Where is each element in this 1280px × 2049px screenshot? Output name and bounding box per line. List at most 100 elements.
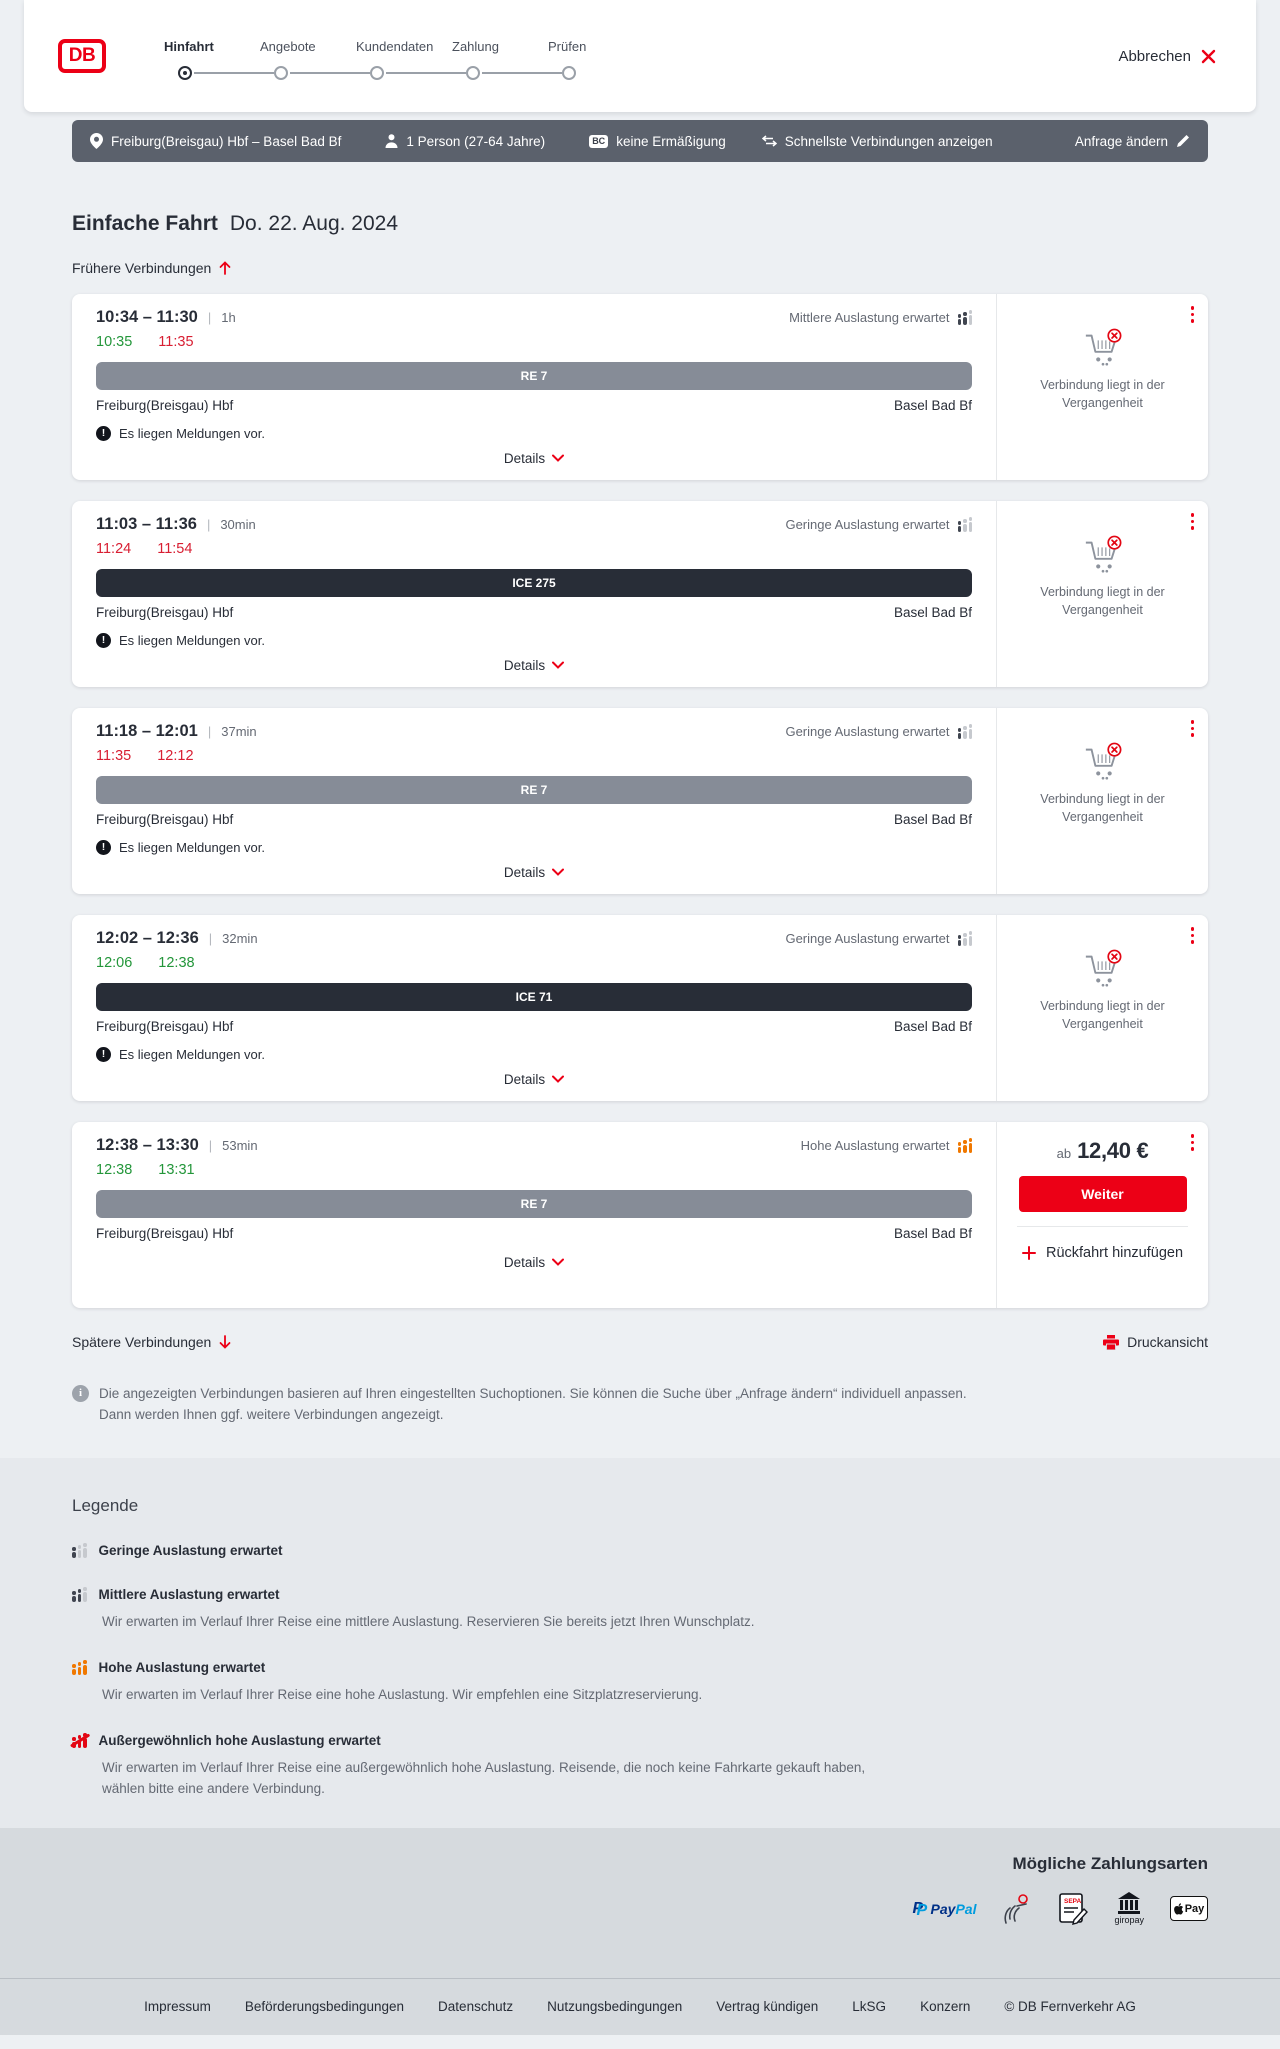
train-label: RE 7 — [520, 1197, 548, 1211]
connection-card: 11:03 – 11:36 | 30min Geringe Auslastung… — [72, 501, 1208, 687]
bahncard-icon: BC — [589, 134, 609, 148]
later-connections-label: Spätere Verbindungen — [72, 1334, 212, 1350]
connection-duration: 37min — [221, 724, 257, 739]
details-toggle[interactable]: Details — [96, 655, 972, 675]
stepper-step[interactable]: Prüfen — [548, 39, 644, 80]
footer-link[interactable]: © DB Fernverkehr AG — [1004, 1999, 1136, 2015]
train-segment-bar[interactable]: RE 7 — [96, 776, 972, 804]
change-request-label: Anfrage ändern — [1074, 133, 1168, 149]
cash-payment-icon — [1002, 1890, 1032, 1928]
footer-link[interactable]: LkSG — [852, 1999, 887, 2015]
realtime-departure: 12:38 — [96, 1162, 133, 1178]
page-footer: Impressum Beförderungsbedingungen Datens… — [0, 1977, 1280, 2035]
realtime-arrival: 11:35 — [158, 334, 194, 350]
stepper-step-dot — [466, 65, 480, 80]
stepper-step[interactable]: Zahlung — [452, 38, 562, 80]
connection-card: 10:34 – 11:30 | 1h Mittlere Auslastung e… — [72, 294, 1208, 480]
time-duration-separator: | — [206, 517, 211, 532]
train-segment-bar[interactable]: ICE 71 — [96, 983, 972, 1011]
more-options-button[interactable] — [1190, 513, 1194, 530]
stepper-step[interactable]: Hinfahrt — [164, 39, 274, 80]
arrow-up-icon — [219, 261, 231, 275]
messages-notice: ! Es liegen Meldungen vor. — [96, 838, 972, 856]
passenger-summary: 1 Person (27-64 Jahre) — [385, 134, 545, 149]
sort-option[interactable]: Schnellste Verbindungen anzeigen — [761, 133, 993, 149]
train-segment-bar[interactable]: ICE 275 — [96, 569, 972, 597]
messages-notice: ! Es liegen Meldungen vor. — [96, 424, 972, 442]
occupancy-icon — [957, 1138, 972, 1153]
connection-duration: 53min — [222, 1138, 258, 1153]
footer-link[interactable]: Impressum — [144, 1999, 211, 2015]
print-view-link[interactable]: Druckansicht — [1103, 1334, 1208, 1350]
realtime-arrival: 11:54 — [157, 541, 193, 557]
cart-unavailable-icon — [1082, 949, 1124, 989]
past-connection-label: Verbindung liegt in der Vergangenheit — [1040, 378, 1165, 411]
details-toggle[interactable]: Details — [96, 862, 972, 882]
footer-link[interactable]: Vertrag kündigen — [716, 1999, 819, 2015]
stepper-step-label: Zahlung — [452, 38, 499, 54]
legend-item-description: Wir erwarten im Verlauf Ihrer Reise eine… — [102, 1613, 755, 1629]
earlier-connections-link[interactable]: Frühere Verbindungen — [72, 260, 231, 276]
details-label: Details — [503, 450, 546, 466]
cart-unavailable-icon — [1082, 328, 1124, 368]
messages-notice: ! Es liegen Meldungen vor. — [96, 631, 972, 649]
time-duration-separator: | — [208, 931, 213, 946]
destination-station: Basel Bad Bf — [893, 398, 972, 413]
more-options-button[interactable] — [1190, 720, 1194, 737]
more-options-button[interactable] — [1190, 927, 1194, 944]
stepper-step[interactable]: Kundendaten — [356, 39, 466, 80]
details-toggle[interactable]: Details — [96, 1252, 972, 1272]
realtime-departure: 10:35 — [96, 334, 133, 350]
price-value: 12,40 € — [1077, 1138, 1149, 1163]
destination-station: Basel Bad Bf — [893, 1019, 972, 1034]
journey-summary-bar: Freiburg(Breisgau) Hbf – Basel Bad Bf 1 … — [72, 120, 1208, 162]
connection-times: 10:34 – 11:30 — [96, 308, 198, 326]
printer-icon — [1103, 1334, 1120, 1350]
cancel-label: Abbrechen — [1118, 47, 1191, 65]
price-prefix: ab — [1056, 1146, 1072, 1161]
stepper-step[interactable]: Angebote — [260, 38, 370, 80]
chevron-down-icon — [552, 1258, 565, 1266]
occupancy-icon — [72, 1543, 87, 1558]
train-segment-bar[interactable]: RE 7 — [96, 362, 972, 390]
legend-item-label: Hohe Auslastung erwartet — [98, 1660, 266, 1676]
alert-icon: ! — [96, 1046, 111, 1062]
cancel-button[interactable]: Abbrechen — [1118, 48, 1216, 65]
footer-link[interactable]: Nutzungsbedingungen — [547, 1999, 683, 2015]
origin-station: Freiburg(Breisgau) Hbf — [96, 1019, 234, 1034]
search-options-note-text: Die angezeigten Verbindungen basieren au… — [99, 1386, 967, 1422]
continue-button[interactable]: Weiter — [1018, 1176, 1187, 1212]
footer-link[interactable]: Datenschutz — [438, 1999, 514, 2015]
sort-label: Schnellste Verbindungen anzeigen — [784, 133, 993, 149]
sepa-label: SEPA — [1064, 1898, 1082, 1905]
trip-type-title: Einfache Fahrt — [72, 212, 218, 235]
more-options-button[interactable] — [1190, 306, 1194, 323]
time-duration-separator: | — [207, 724, 212, 739]
legend-list: Geringe Auslastung erwartet Mittlere Aus… — [72, 1542, 1208, 1800]
origin-station: Freiburg(Breisgau) Hbf — [96, 812, 234, 827]
db-logo: DB — [58, 39, 106, 73]
discount-summary: BC keine Ermäßigung — [589, 134, 726, 149]
giropay-label: giropay — [1114, 1915, 1144, 1926]
later-connections-link[interactable]: Spätere Verbindungen — [72, 1334, 231, 1350]
stepper-step-label: Angebote — [260, 38, 316, 54]
paypal-wordmark-2: Pal — [955, 1900, 977, 1917]
close-icon — [1201, 49, 1216, 64]
train-label: RE 7 — [520, 783, 548, 797]
past-connection-note: Verbindung liegt in der Vergangenheit — [1028, 742, 1178, 826]
occupancy-label: Geringe Auslastung erwartet — [785, 517, 950, 532]
change-request-button[interactable]: Anfrage ändern — [1075, 134, 1190, 149]
person-icon — [385, 134, 398, 148]
footer-link[interactable]: Beförderungsbedingungen — [244, 1999, 405, 2015]
details-toggle[interactable]: Details — [96, 1069, 972, 1089]
passenger-label: 1 Person (27-64 Jahre) — [406, 133, 546, 149]
more-options-button[interactable] — [1190, 1134, 1194, 1151]
time-duration-separator: | — [208, 1138, 213, 1153]
destination-station: Basel Bad Bf — [893, 605, 972, 620]
details-toggle[interactable]: Details — [96, 448, 972, 468]
footer-link[interactable]: Konzern — [920, 1999, 971, 2015]
add-return-button[interactable]: Rückfahrt hinzufügen — [1017, 1226, 1188, 1261]
messages-notice-label: Es liegen Meldungen vor. — [119, 1046, 265, 1062]
past-connection-label: Verbindung liegt in der Vergangenheit — [1040, 999, 1165, 1032]
train-segment-bar[interactable]: RE 7 — [96, 1190, 972, 1218]
